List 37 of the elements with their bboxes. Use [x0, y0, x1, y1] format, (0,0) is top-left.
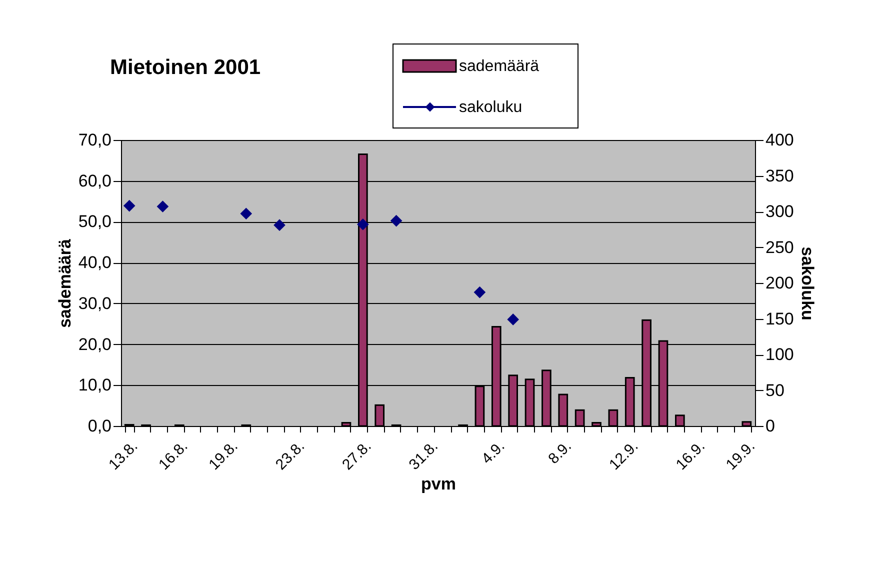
point — [156, 200, 169, 212]
y2-tick-label: 0 — [766, 416, 775, 436]
legend-label: sademäärä — [459, 58, 540, 75]
y2-tick-label: 400 — [766, 130, 794, 150]
y-tick-label: 30,0 — [78, 294, 112, 313]
chart-title: Mietoinen 2001 — [110, 56, 261, 79]
y2-tick-label: 350 — [766, 166, 794, 186]
point — [123, 200, 136, 212]
y-tick-label: 10,0 — [78, 376, 112, 395]
y-tick-label: 20,0 — [78, 334, 112, 354]
x-tick-label: 8.9. — [545, 438, 575, 468]
legend-label: sakoluku — [459, 99, 522, 116]
x-tick-label: 4.9. — [478, 438, 508, 468]
y2-tick-label: 50 — [766, 380, 784, 400]
x-axis-title: pvm — [421, 474, 456, 494]
point — [390, 214, 402, 227]
y-tick-label: 40,0 — [78, 253, 112, 272]
point — [274, 219, 286, 231]
y2-tick-label: 300 — [766, 202, 794, 221]
point — [240, 208, 252, 220]
y-tick-label: 0,0 — [88, 416, 112, 436]
point — [474, 286, 486, 298]
x-tick-label: 16.9. — [672, 438, 708, 474]
y2-tick-label: 250 — [766, 238, 794, 257]
y2-axis-title: sakoluku — [798, 246, 817, 320]
y-tick-label: 50,0 — [78, 212, 112, 232]
x-tick-label: 31.8. — [406, 438, 442, 474]
y2-tick-label: 150 — [766, 309, 794, 328]
point — [507, 314, 519, 326]
y2-tick-label: 200 — [766, 274, 794, 292]
y-axis-title: sademäärä — [55, 238, 74, 328]
y2-tick-label: 100 — [766, 345, 794, 364]
x-tick-label: 12.9. — [606, 438, 642, 474]
x-tick-label: 19.9. — [722, 438, 758, 474]
y-tick-label: 60,0 — [78, 171, 112, 190]
point — [357, 218, 369, 230]
y-tick-label: 70,0 — [78, 130, 112, 150]
